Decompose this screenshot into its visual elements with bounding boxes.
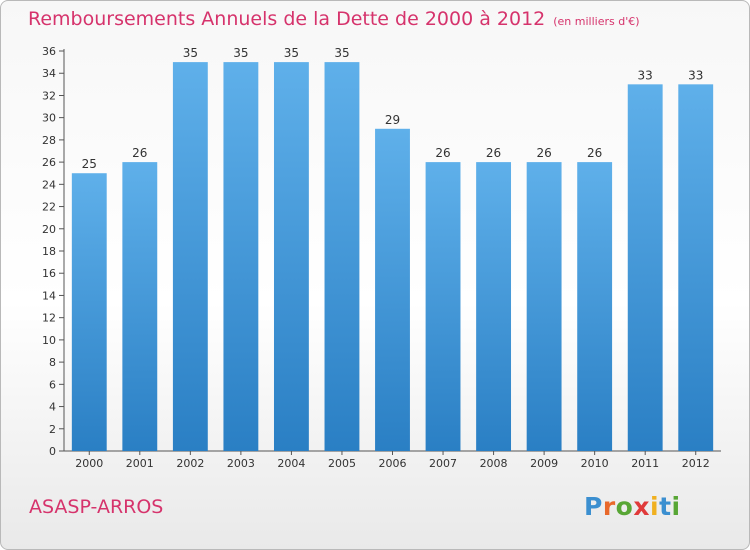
chart-title: Remboursements Annuels de la Dette de 20… <box>28 8 640 30</box>
bar-value-label: 33 <box>688 68 703 82</box>
y-tick-label: 2 <box>49 423 56 436</box>
title-unit: (en milliers d'€) <box>553 15 640 28</box>
x-tick-label: 2012 <box>682 457 710 470</box>
x-tick-label: 2010 <box>581 457 609 470</box>
title-text: Remboursements Annuels de la Dette de 20… <box>28 8 546 30</box>
x-tick-label: 2004 <box>277 457 305 470</box>
x-tick-label: 2009 <box>530 457 558 470</box>
bar <box>476 162 512 451</box>
y-tick-label: 0 <box>49 445 56 458</box>
logo-letter: r <box>602 492 616 521</box>
bar-value-label: 33 <box>638 68 653 82</box>
bar <box>324 62 360 451</box>
bar <box>71 173 107 451</box>
bar-value-label: 35 <box>233 46 248 60</box>
logo-letter: x <box>633 492 650 521</box>
logo-letter: o <box>615 492 634 521</box>
y-tick-label: 28 <box>42 134 56 147</box>
y-tick-label: 8 <box>49 356 56 369</box>
commune-name: ASASP-ARROS <box>29 496 164 518</box>
y-tick-label: 36 <box>42 45 56 58</box>
x-tick-label: 2011 <box>631 457 659 470</box>
bar-value-label: 35 <box>284 46 299 60</box>
proxiti-logo: Proxiti <box>584 492 681 521</box>
bar <box>172 62 208 451</box>
bar <box>678 84 714 451</box>
logo-letter: P <box>584 492 603 521</box>
bar-value-label: 26 <box>486 146 501 160</box>
bar <box>273 62 309 451</box>
bar-value-label: 25 <box>82 157 97 171</box>
y-tick-label: 10 <box>42 334 56 347</box>
y-tick-label: 20 <box>42 223 56 236</box>
x-tick-label: 2005 <box>328 457 356 470</box>
bar <box>425 162 461 451</box>
bar-value-label: 26 <box>132 146 147 160</box>
y-tick-label: 26 <box>42 156 56 169</box>
y-tick-label: 18 <box>42 245 56 258</box>
bar-value-label: 26 <box>587 146 602 160</box>
y-tick-label: 34 <box>42 67 56 80</box>
y-tick-label: 22 <box>42 201 56 214</box>
bar <box>526 162 562 451</box>
y-tick-label: 12 <box>42 312 56 325</box>
bar-value-label: 26 <box>435 146 450 160</box>
bar <box>577 162 613 451</box>
y-tick-label: 4 <box>49 401 56 414</box>
bar <box>122 162 158 451</box>
bar-value-label: 35 <box>183 46 198 60</box>
logo-letter: i <box>671 492 681 521</box>
x-tick-label: 2002 <box>176 457 204 470</box>
bar <box>627 84 663 451</box>
x-tick-label: 2001 <box>126 457 154 470</box>
logo-letter: t <box>659 492 672 521</box>
y-tick-label: 16 <box>42 267 56 280</box>
y-tick-label: 32 <box>42 89 56 102</box>
bar <box>375 128 410 451</box>
x-tick-label: 2006 <box>379 457 407 470</box>
x-tick-label: 2007 <box>429 457 457 470</box>
x-tick-label: 2000 <box>75 457 103 470</box>
bar <box>223 62 259 451</box>
y-tick-label: 30 <box>42 112 56 125</box>
x-tick-label: 2008 <box>480 457 508 470</box>
x-tick-label: 2003 <box>227 457 255 470</box>
y-tick-label: 14 <box>42 289 56 302</box>
bar-value-label: 29 <box>385 113 400 127</box>
logo-letter: i <box>650 492 660 521</box>
y-tick-label: 24 <box>42 178 56 191</box>
y-tick-label: 6 <box>49 378 56 391</box>
bar-value-label: 26 <box>536 146 551 160</box>
bar-value-label: 35 <box>334 46 349 60</box>
